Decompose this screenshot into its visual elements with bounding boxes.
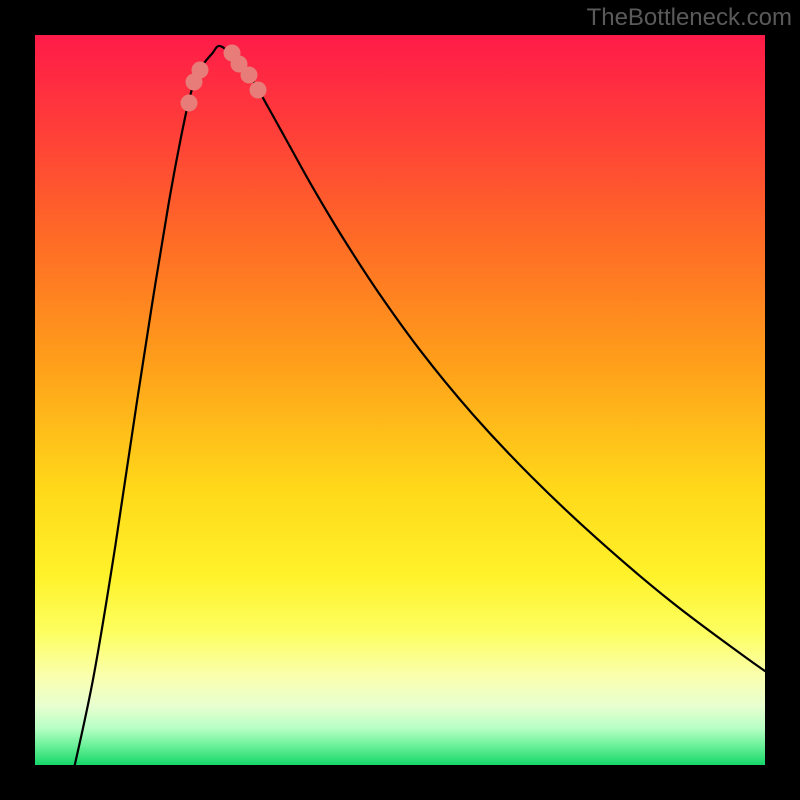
chart-frame: TheBottleneck.com (0, 0, 800, 800)
watermark-text: TheBottleneck.com (587, 4, 792, 32)
data-point-marker (191, 62, 208, 79)
plot-area (35, 35, 765, 765)
markers-layer (35, 35, 765, 765)
data-point-marker (250, 81, 267, 98)
data-point-marker (181, 94, 198, 111)
